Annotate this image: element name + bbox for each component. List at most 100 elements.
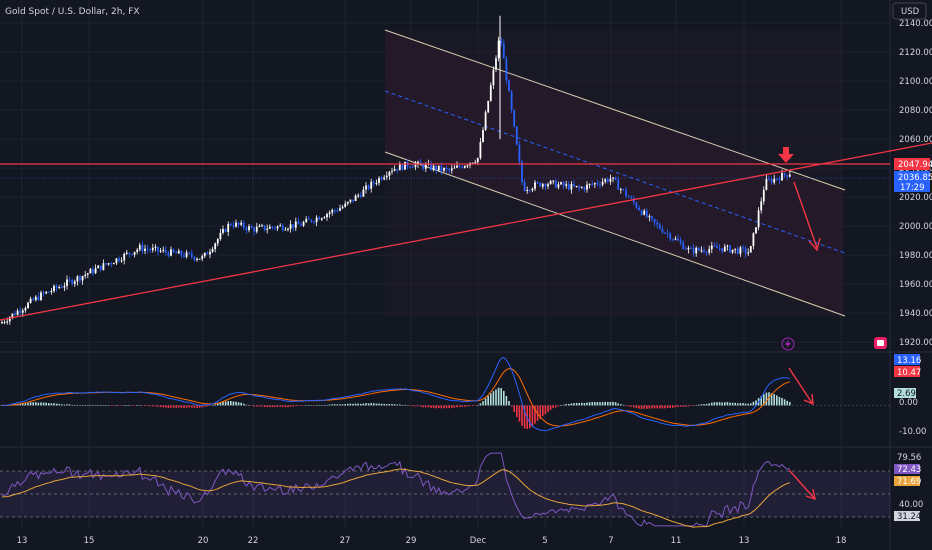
macd-histogram-bar xyxy=(328,404,331,406)
candle-body xyxy=(183,255,185,257)
macd-histogram-bar xyxy=(770,393,773,406)
candle-body xyxy=(177,250,180,254)
macd-histogram-bar xyxy=(505,395,508,406)
macd-histogram-bar xyxy=(583,403,586,406)
candle-body xyxy=(125,252,128,254)
macd-histogram-bar xyxy=(165,405,167,408)
candle-body xyxy=(531,188,534,191)
macd-histogram-bar xyxy=(175,405,177,408)
candle-body xyxy=(123,253,126,261)
macd-histogram-bar xyxy=(539,405,541,419)
candle-body xyxy=(635,202,638,208)
candle-body xyxy=(310,219,313,222)
macd-histogram-bar xyxy=(178,405,180,408)
svg-text:71.69: 71.69 xyxy=(897,477,921,487)
macd-histogram-bar xyxy=(687,405,690,407)
candle-body xyxy=(276,226,279,229)
macd-histogram-bar xyxy=(198,405,201,408)
candle-body xyxy=(487,100,490,113)
candle-body xyxy=(47,291,50,293)
macd-histogram-bar xyxy=(305,405,307,406)
candle-body xyxy=(346,201,349,204)
candle-body xyxy=(268,226,271,229)
macd-histogram-bar xyxy=(508,400,510,406)
macd-histogram-bar xyxy=(193,405,196,408)
candle-body xyxy=(281,225,284,230)
macd-histogram-bar xyxy=(724,402,726,406)
macd-histogram-bar xyxy=(240,402,242,406)
currency-selector[interactable]: USD xyxy=(892,2,927,20)
candle-body xyxy=(775,178,778,180)
macd-histogram-bar xyxy=(614,402,617,406)
svg-text:79.56: 79.56 xyxy=(897,453,921,463)
macd-axis-minus10: -10.00 xyxy=(899,427,926,437)
macd-histogram-bar xyxy=(250,405,253,406)
macd-histogram-bar xyxy=(126,405,128,406)
price-tick-label: 2060.00 xyxy=(899,135,932,145)
candle-body xyxy=(523,181,526,191)
macd-histogram-bar xyxy=(461,405,463,407)
macd-histogram-bar xyxy=(55,403,58,406)
candle-body xyxy=(248,226,250,231)
candle-body xyxy=(32,298,35,301)
candle-body xyxy=(92,269,94,274)
macd-histogram-bar xyxy=(136,405,138,406)
macd-histogram-bar xyxy=(638,405,640,409)
candle-body xyxy=(414,164,417,168)
candle-body xyxy=(788,174,791,177)
candle-body xyxy=(601,181,604,185)
macd-histogram-bar xyxy=(27,402,29,406)
macd-histogram-bar xyxy=(141,405,144,406)
candle-body xyxy=(606,179,609,182)
candle-body xyxy=(466,165,469,167)
macd-histogram-bar xyxy=(742,403,744,406)
candle-body xyxy=(24,308,27,311)
candle-body xyxy=(708,249,711,253)
candle-body xyxy=(164,249,167,253)
macd-histogram-bar xyxy=(191,405,193,408)
macd-histogram-bar xyxy=(393,404,396,406)
lightning-icon[interactable] xyxy=(781,337,795,351)
macd-histogram-bar xyxy=(162,405,164,408)
grid xyxy=(0,0,890,530)
candle-body xyxy=(1,322,3,324)
candle-body xyxy=(105,263,107,265)
macd-histogram-bar xyxy=(685,405,687,407)
candle-body xyxy=(726,245,729,247)
macd-histogram-bar xyxy=(773,394,775,406)
candle-body xyxy=(391,170,393,172)
time-axis[interactable]: 13 15 20 22 27 29 Dec 5 7 11 13 18 xyxy=(17,536,847,546)
candle-body xyxy=(474,162,477,164)
macd-histogram-bar xyxy=(778,397,781,406)
candle-body xyxy=(151,247,154,251)
macd-histogram-bar xyxy=(149,405,151,407)
macd-histogram-bar xyxy=(391,404,393,406)
candle-body xyxy=(354,195,357,201)
macd-histogram-bar xyxy=(66,404,68,406)
macd-histogram-bar xyxy=(596,402,599,406)
macd-histogram-bar xyxy=(79,405,81,406)
candle-body xyxy=(16,310,19,315)
chart-settings-icon[interactable] xyxy=(874,337,887,349)
candle-body xyxy=(201,256,204,259)
candle-body xyxy=(86,273,89,275)
macd-histogram-bar xyxy=(357,403,359,406)
candle-body xyxy=(79,276,81,281)
macd-histogram-bar xyxy=(568,404,570,406)
candle-body xyxy=(674,238,677,240)
projection-arrow-price xyxy=(793,181,821,252)
candle-body xyxy=(736,248,739,254)
price-tick-label: 2120.00 xyxy=(899,48,932,58)
candle-body xyxy=(146,248,149,250)
macd-histogram-bar xyxy=(206,405,209,407)
macd-histogram-bar xyxy=(490,393,492,406)
macd-histogram-bar xyxy=(81,405,84,406)
macd-histogram-bar xyxy=(209,405,211,406)
candle-body xyxy=(313,221,315,223)
macd-histogram-bar xyxy=(258,405,261,407)
price-tick-label: 1960.00 xyxy=(899,280,932,290)
price-tick-label: 1920.00 xyxy=(899,338,932,348)
macd-histogram-bar xyxy=(443,405,445,409)
candle-body xyxy=(508,80,510,92)
